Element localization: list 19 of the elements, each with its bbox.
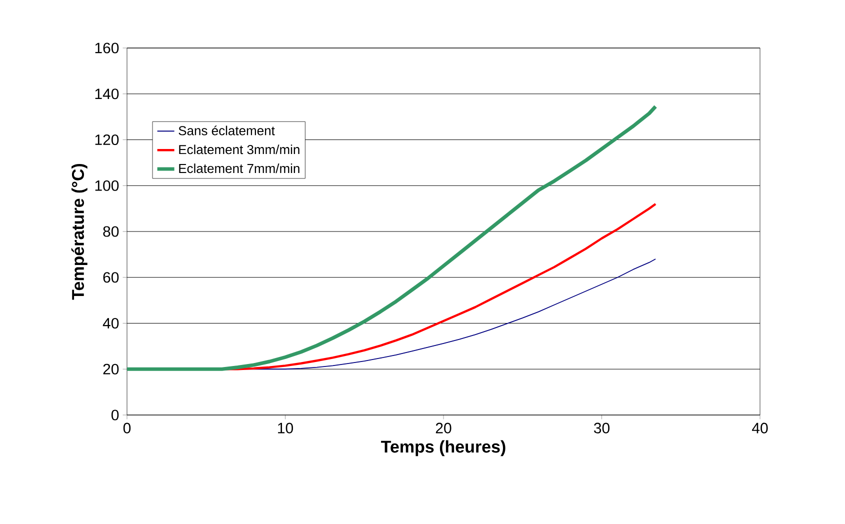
legend-label: Eclatement 7mm/min [179, 164, 300, 174]
y-tick-label: 60 [103, 272, 119, 283]
x-tick-label: 20 [436, 422, 452, 434]
y-tick-label: 160 [95, 42, 119, 54]
y-tick-label: 140 [95, 88, 119, 100]
y-axis-title: Température (°C) [71, 164, 88, 300]
y-tick-label: 20 [103, 364, 119, 374]
x-tick-label: 10 [278, 422, 293, 434]
x-tick-label: 30 [594, 422, 610, 434]
x-tick-label: 40 [752, 422, 768, 434]
legend-label: Sans éclatement [178, 126, 275, 136]
y-tick-label: 100 [95, 180, 119, 191]
legend-label: Eclatement 3mm/min [179, 144, 300, 154]
x-axis-title: Temps (heures) [381, 440, 506, 456]
y-tick-label: 40 [102, 318, 119, 329]
x-tick-label: 0 [123, 422, 131, 434]
y-tick-label: 0 [111, 410, 119, 420]
y-tick-label: 80 [103, 226, 119, 237]
y-tick-label: 120 [95, 134, 119, 146]
